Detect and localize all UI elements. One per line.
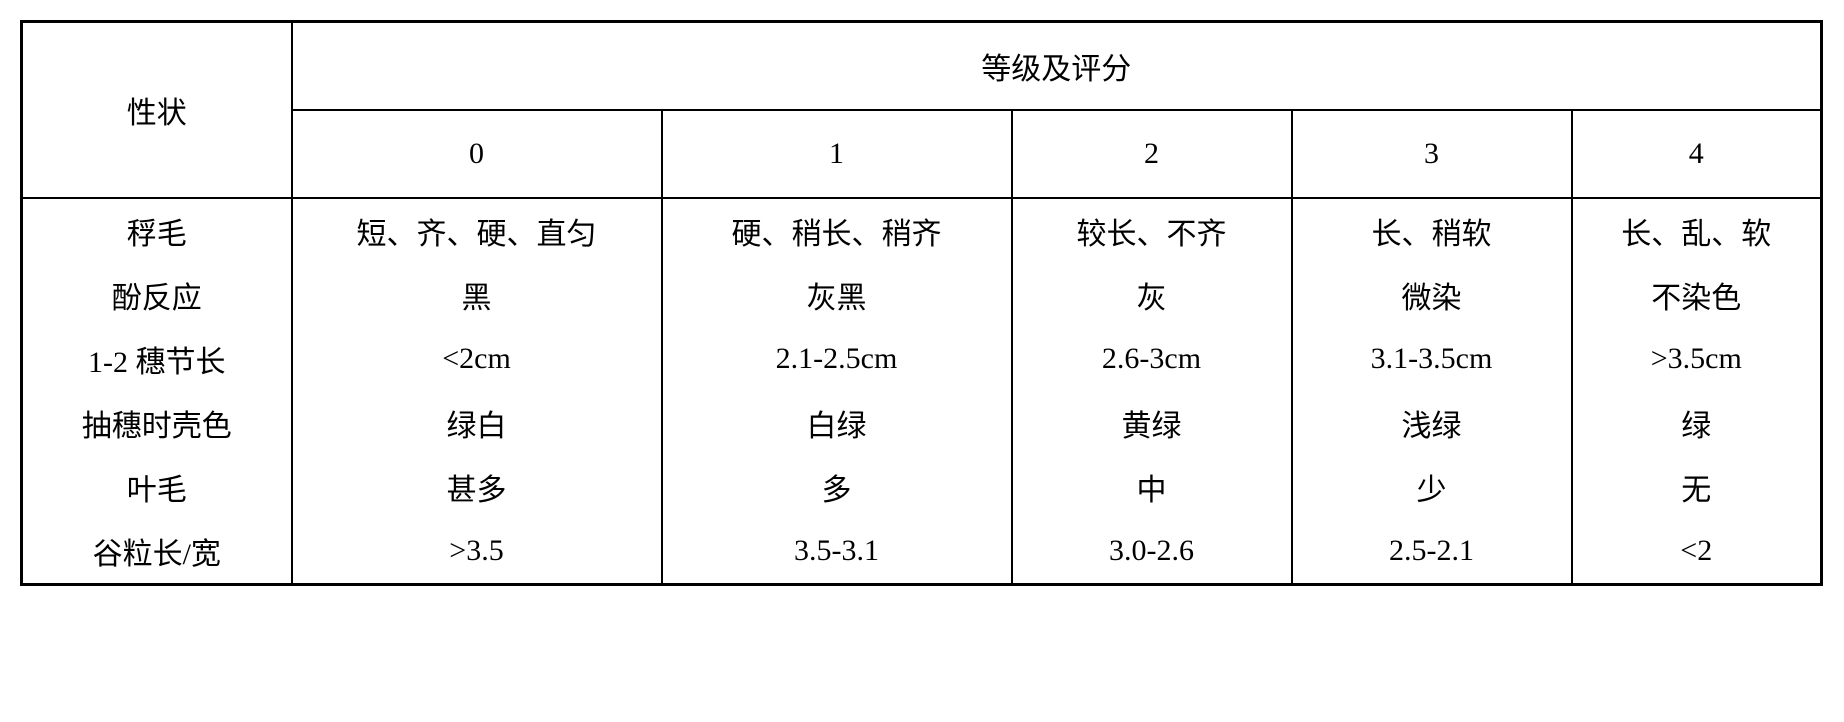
trait-cell: 谷粒长/宽 bbox=[22, 519, 292, 585]
table-row: 1-2 穗节长 <2cm 2.1-2.5cm 2.6-3cm 3.1-3.5cm… bbox=[22, 327, 1822, 391]
grade-cell: >3.5cm bbox=[1572, 327, 1822, 391]
grade-cell: 浅绿 bbox=[1292, 391, 1572, 455]
table-row: 叶毛 甚多 多 中 少 无 bbox=[22, 455, 1822, 519]
trait-cell: 稃毛 bbox=[22, 198, 292, 263]
trait-cell: 1-2 穗节长 bbox=[22, 327, 292, 391]
grade-cell: 甚多 bbox=[292, 455, 662, 519]
table-row: 抽穗时壳色 绿白 白绿 黄绿 浅绿 绿 bbox=[22, 391, 1822, 455]
trait-cell: 酚反应 bbox=[22, 263, 292, 327]
trait-grade-table: 性状 等级及评分 0 1 2 3 4 稃毛 短、齐、硬、直匀 硬、稍长、稍齐 较… bbox=[20, 20, 1823, 586]
grade-cell: 中 bbox=[1012, 455, 1292, 519]
trait-cell: 抽穗时壳色 bbox=[22, 391, 292, 455]
grade-cell: 黑 bbox=[292, 263, 662, 327]
header-grade-2: 2 bbox=[1012, 110, 1292, 198]
grade-cell: 长、乱、软 bbox=[1572, 198, 1822, 263]
trait-cell: 叶毛 bbox=[22, 455, 292, 519]
table-row: 酚反应 黑 灰黑 灰 微染 不染色 bbox=[22, 263, 1822, 327]
grade-cell: 黄绿 bbox=[1012, 391, 1292, 455]
grade-cell: 3.1-3.5cm bbox=[1292, 327, 1572, 391]
header-grade-3: 3 bbox=[1292, 110, 1572, 198]
header-trait: 性状 bbox=[22, 22, 292, 199]
grade-cell: 绿 bbox=[1572, 391, 1822, 455]
header-grade-4: 4 bbox=[1572, 110, 1822, 198]
grade-cell: 2.1-2.5cm bbox=[662, 327, 1012, 391]
header-grade-group: 等级及评分 bbox=[292, 22, 1822, 111]
header-grade-1: 1 bbox=[662, 110, 1012, 198]
grade-cell: 2.5-2.1 bbox=[1292, 519, 1572, 585]
grade-cell: 硬、稍长、稍齐 bbox=[662, 198, 1012, 263]
grade-cell: 较长、不齐 bbox=[1012, 198, 1292, 263]
grade-cell: 无 bbox=[1572, 455, 1822, 519]
grade-cell: 微染 bbox=[1292, 263, 1572, 327]
header-grade-0: 0 bbox=[292, 110, 662, 198]
grade-cell: 短、齐、硬、直匀 bbox=[292, 198, 662, 263]
table-row: 稃毛 短、齐、硬、直匀 硬、稍长、稍齐 较长、不齐 长、稍软 长、乱、软 bbox=[22, 198, 1822, 263]
grade-cell: 灰黑 bbox=[662, 263, 1012, 327]
grade-cell: 3.0-2.6 bbox=[1012, 519, 1292, 585]
grade-cell: 不染色 bbox=[1572, 263, 1822, 327]
grade-cell: 长、稍软 bbox=[1292, 198, 1572, 263]
grade-cell: 灰 bbox=[1012, 263, 1292, 327]
grade-cell: 3.5-3.1 bbox=[662, 519, 1012, 585]
table-row: 谷粒长/宽 >3.5 3.5-3.1 3.0-2.6 2.5-2.1 <2 bbox=[22, 519, 1822, 585]
grade-cell: 2.6-3cm bbox=[1012, 327, 1292, 391]
grade-cell: 绿白 bbox=[292, 391, 662, 455]
grade-cell: 少 bbox=[1292, 455, 1572, 519]
grade-cell: <2cm bbox=[292, 327, 662, 391]
grade-cell: >3.5 bbox=[292, 519, 662, 585]
grade-cell: <2 bbox=[1572, 519, 1822, 585]
grade-cell: 白绿 bbox=[662, 391, 1012, 455]
grade-cell: 多 bbox=[662, 455, 1012, 519]
